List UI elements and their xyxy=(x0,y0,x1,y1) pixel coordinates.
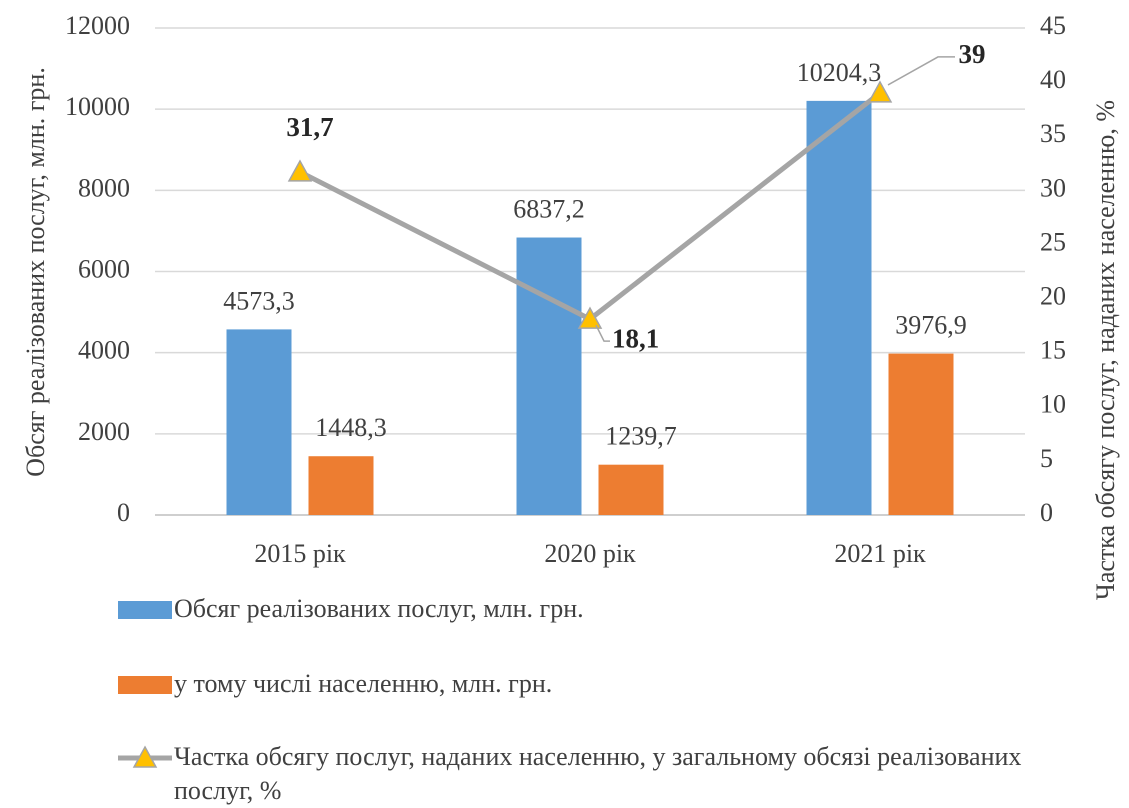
marker xyxy=(577,306,603,329)
y2-tick-label: 40 xyxy=(1040,65,1066,94)
legend-label: Частка обсягу послуг, наданих населенню,… xyxy=(174,742,1022,805)
y2-tick-label: 30 xyxy=(1040,173,1066,202)
x-tick-label: 2020 рік xyxy=(544,539,636,568)
x-tick-label: 2021 рік xyxy=(834,539,926,568)
y2-tick-label: 10 xyxy=(1040,390,1066,419)
legend-label: Обсяг реалізованих послуг, млн. грн. xyxy=(174,594,584,623)
y-tick-label: 2000 xyxy=(78,417,130,446)
data-label: 10204,3 xyxy=(797,58,882,87)
data-label: 6837,2 xyxy=(513,194,585,223)
legend-marker xyxy=(132,745,158,768)
data-label: 1239,7 xyxy=(605,422,677,451)
leader-line xyxy=(595,324,610,342)
line xyxy=(298,90,882,323)
bar xyxy=(888,353,954,515)
data-label: 18,1 xyxy=(612,323,659,353)
leader-line xyxy=(887,56,955,86)
y-tick-label: 6000 xyxy=(78,254,130,283)
legend-label: у тому числі населенню, млн. грн. xyxy=(174,669,553,698)
bar xyxy=(226,329,292,515)
x-tick-label: 2015 рік xyxy=(254,539,346,568)
bar xyxy=(806,100,872,515)
y2-tick-label: 0 xyxy=(1040,498,1053,527)
marker xyxy=(287,159,313,182)
y2-tick-label: 45 xyxy=(1040,11,1066,40)
data-label: 3976,9 xyxy=(895,311,967,340)
y2-tick-label: 25 xyxy=(1040,227,1066,256)
y-tick-label: 0 xyxy=(117,498,130,527)
marker xyxy=(867,80,893,103)
bar xyxy=(308,456,374,515)
y2-tick-label: 20 xyxy=(1040,282,1066,311)
y2-axis-title: Частка обсягу послуг, наданих населенню,… xyxy=(1091,100,1120,600)
data-label: 39 xyxy=(959,39,986,69)
y2-tick-label: 5 xyxy=(1040,444,1053,473)
y-tick-label: 12000 xyxy=(65,11,130,40)
bar xyxy=(598,464,664,515)
data-label: 1448,3 xyxy=(315,413,387,442)
y-tick-label: 10000 xyxy=(65,92,130,121)
legend-swatch xyxy=(118,601,172,619)
y2-tick-label: 35 xyxy=(1040,119,1066,148)
y2-tick-label: 15 xyxy=(1040,336,1066,365)
y-tick-label: 8000 xyxy=(78,173,130,202)
legend-swatch xyxy=(118,676,172,694)
y-axis-title: Обсяг реалізованих послуг, млн. грн. xyxy=(21,67,50,477)
y-tick-label: 4000 xyxy=(78,336,130,365)
data-label: 31,7 xyxy=(286,112,333,142)
data-label: 4573,3 xyxy=(223,286,295,315)
bar xyxy=(516,237,582,516)
